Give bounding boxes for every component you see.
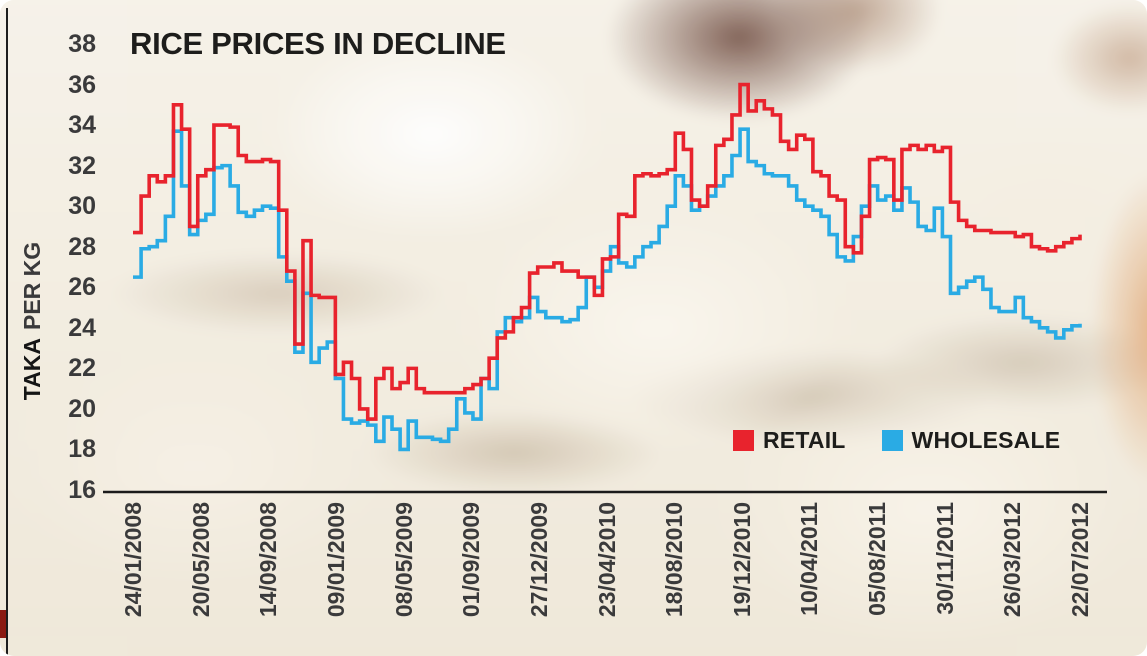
y-tick-label: 22	[68, 354, 96, 383]
y-tick-label: 34	[68, 111, 96, 140]
x-tick-label: 27/12/2009	[525, 502, 552, 618]
legend: RETAIL WHOLESALE	[733, 427, 1060, 454]
x-tick-label: 08/05/2009	[390, 502, 417, 618]
x-tick-label: 05/08/2011	[864, 502, 891, 616]
y-tick-label: 16	[68, 476, 96, 504]
y-tick-label: 20	[68, 394, 96, 423]
retail-legend-label: RETAIL	[763, 427, 846, 453]
edge-artifact	[0, 610, 6, 638]
wholesale-legend-label: WHOLESALE	[911, 427, 1061, 453]
y-tick-label: 18	[68, 435, 96, 464]
y-tick-label: 36	[68, 70, 96, 99]
x-tick-label: 09/01/2009	[322, 502, 349, 618]
y-tick-label: 28	[68, 232, 96, 261]
y-tick-label: 38	[68, 30, 96, 58]
x-tick-label: 18/08/2010	[661, 502, 688, 618]
chart-title: RICE PRICES IN DECLINE	[130, 26, 506, 61]
x-tick-label: 19/12/2010	[728, 502, 755, 618]
y-tick-label: 30	[68, 192, 96, 221]
wholesale-swatch-icon	[881, 430, 903, 451]
x-tick-label: 20/05/2008	[187, 502, 214, 618]
left-edge-line	[6, 8, 8, 656]
wholesale-line	[133, 127, 1082, 452]
x-tick-label: 23/04/2010	[593, 502, 620, 618]
y-tick-label: 26	[68, 273, 96, 302]
x-tick-label: 01/09/2009	[458, 502, 485, 618]
retail-line	[133, 82, 1082, 421]
x-tick-label: 30/11/2011	[931, 502, 958, 615]
retail-swatch-icon	[733, 430, 754, 451]
x-tick-label: 24/01/2008	[120, 502, 146, 618]
x-tick-label: 22/07/2012	[1067, 502, 1093, 618]
y-tick-label: 24	[68, 313, 96, 342]
legend-item-wholesale: WHOLESALE	[881, 427, 1061, 454]
legend-item-retail: RETAIL	[733, 427, 846, 454]
x-tick-label: 10/04/2011	[796, 502, 823, 616]
x-tick-label: 26/03/2012	[999, 502, 1026, 618]
x-tick-label: 14/09/2008	[255, 502, 282, 618]
y-tick-label: 32	[68, 151, 96, 180]
